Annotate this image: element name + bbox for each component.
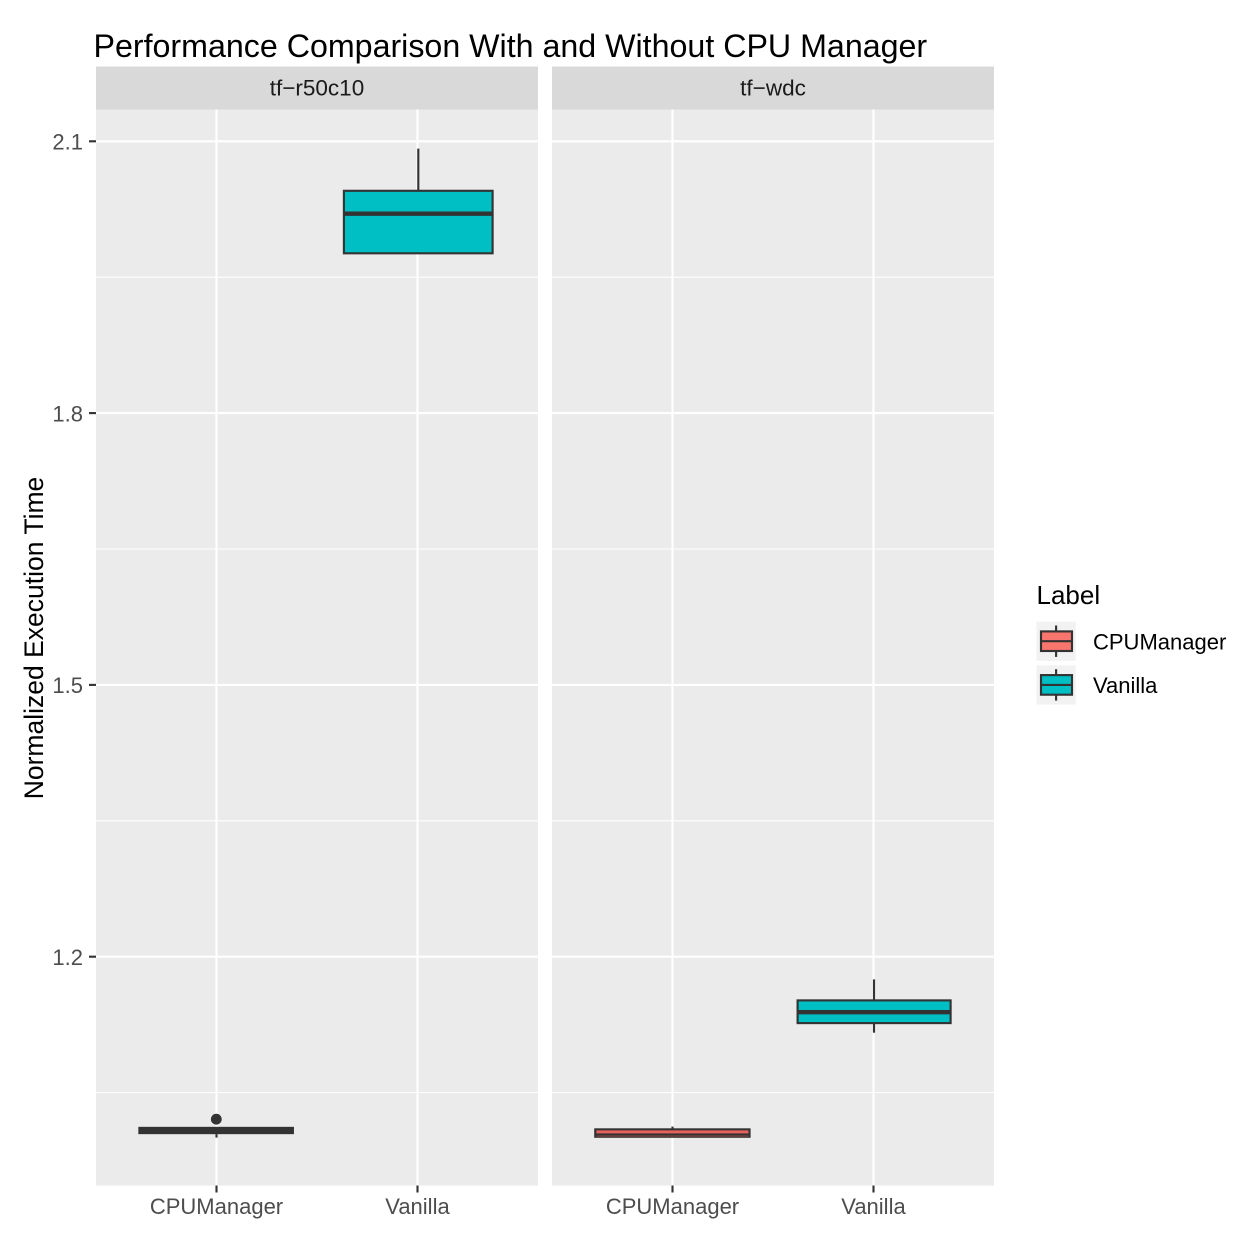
svg-text:Performance Comparison With an: Performance Comparison With and Without … <box>94 28 928 64</box>
svg-text:2.1: 2.1 <box>52 130 83 155</box>
svg-text:1.5: 1.5 <box>52 673 83 698</box>
svg-text:Vanilla: Vanilla <box>385 1194 450 1219</box>
svg-text:Vanilla: Vanilla <box>841 1194 906 1219</box>
svg-text:Vanilla: Vanilla <box>1093 673 1158 698</box>
svg-text:CPUManager: CPUManager <box>606 1194 739 1219</box>
svg-text:CPUManager: CPUManager <box>150 1194 283 1219</box>
svg-text:1.8: 1.8 <box>52 401 83 426</box>
svg-text:tf−r50c10: tf−r50c10 <box>270 76 364 101</box>
svg-text:tf−wdc: tf−wdc <box>740 76 806 101</box>
svg-text:1.2: 1.2 <box>52 945 83 970</box>
svg-text:Label: Label <box>1037 580 1101 610</box>
svg-text:CPUManager: CPUManager <box>1093 629 1226 654</box>
svg-text:Normalized Execution Time: Normalized Execution Time <box>19 477 49 800</box>
